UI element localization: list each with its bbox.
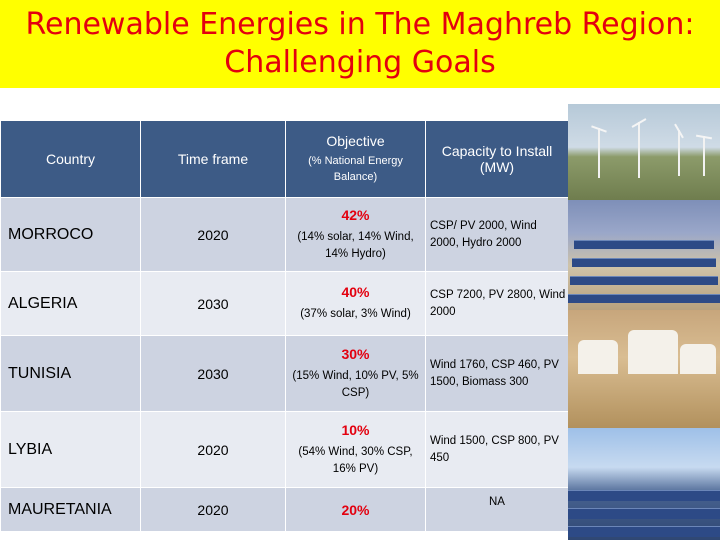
objective-percent: 20%	[341, 501, 370, 518]
country-cell: MAURETANIA	[0, 487, 141, 532]
capacity-cell: CSP 7200, PV 2800, Wind 2000	[425, 271, 569, 336]
header-objective: Objective (% National Energy Balance)	[285, 120, 426, 198]
header-time-frame: Time frame	[140, 120, 286, 198]
country-cell: ALGERIA	[0, 271, 141, 336]
wind-farm-photo	[568, 104, 720, 200]
objective-cell: 42% (14% solar, 14% Wind, 14% Hydro)	[285, 197, 426, 272]
capacity-cell: Wind 1760, CSP 460, PV 1500, Biomass 300	[425, 335, 569, 412]
country-cell: LYBIA	[0, 411, 141, 488]
title-banner: Renewable Energies in The Maghreb Region…	[0, 0, 720, 88]
capacity-cell: NA	[425, 487, 569, 532]
objective-cell: 20%	[285, 487, 426, 532]
table-row: MAURETANIA 2020 20% NA	[0, 487, 569, 532]
country-cell: MORROCO	[0, 197, 141, 272]
objective-detail: (15% Wind, 10% PV, 5% CSP)	[292, 369, 419, 399]
table-row: LYBIA 2020 10% (54% Wind, 30% CSP, 16% P…	[0, 411, 569, 488]
title-line-1: Renewable Energies in The Maghreb Region…	[25, 7, 695, 42]
title-line-2: Challenging Goals	[224, 45, 496, 80]
objective-detail: (54% Wind, 30% CSP, 16% PV)	[298, 445, 413, 475]
photo-strip	[568, 104, 720, 540]
village-photo	[568, 310, 720, 428]
objective-detail: (37% solar, 3% Wind)	[300, 308, 411, 320]
solar-thermal-plant-photo	[568, 200, 720, 310]
objective-percent: 10%	[341, 421, 370, 438]
objective-percent: 42%	[341, 206, 370, 223]
time-frame-cell: 2030	[140, 271, 286, 336]
header-capacity: Capacity to Install (MW)	[425, 120, 569, 198]
objective-cell: 40% (37% solar, 3% Wind)	[285, 271, 426, 336]
objective-detail: (14% solar, 14% Wind, 14% Hydro)	[297, 230, 414, 260]
country-cell: TUNISIA	[0, 335, 141, 412]
time-frame-cell: 2020	[140, 197, 286, 272]
table-row: TUNISIA 2030 30% (15% Wind, 10% PV, 5% C…	[0, 335, 569, 412]
time-frame-cell: 2030	[140, 335, 286, 412]
energy-goals-table: Country Time frame Objective (% National…	[0, 120, 569, 532]
time-frame-cell: 2020	[140, 487, 286, 532]
header-country: Country	[0, 120, 141, 198]
solar-panels-photo	[568, 428, 720, 540]
table-row: MORROCO 2020 42% (14% solar, 14% Wind, 1…	[0, 197, 569, 272]
capacity-cell: Wind 1500, CSP 800, PV 450	[425, 411, 569, 488]
objective-cell: 10% (54% Wind, 30% CSP, 16% PV)	[285, 411, 426, 488]
header-objective-sub: (% National Energy Balance)	[308, 155, 403, 183]
header-objective-label: Objective	[326, 133, 385, 149]
time-frame-cell: 2020	[140, 411, 286, 488]
table-row: ALGERIA 2030 40% (37% solar, 3% Wind) CS…	[0, 271, 569, 336]
objective-cell: 30% (15% Wind, 10% PV, 5% CSP)	[285, 335, 426, 412]
header-row: Country Time frame Objective (% National…	[0, 120, 569, 198]
capacity-cell: CSP/ PV 2000, Wind 2000, Hydro 2000	[425, 197, 569, 272]
objective-percent: 40%	[341, 284, 370, 300]
objective-percent: 30%	[341, 345, 370, 362]
